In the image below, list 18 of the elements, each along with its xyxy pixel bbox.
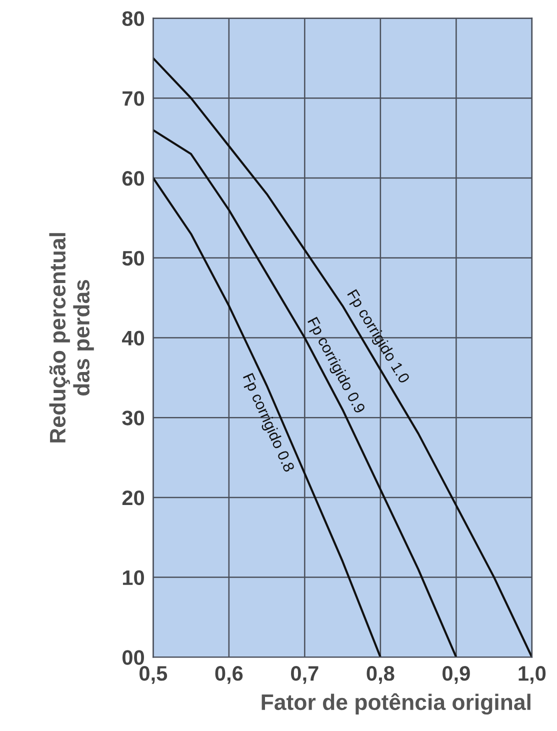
- y-tick-label: 50: [122, 250, 144, 266]
- y-tick-label: 20: [122, 490, 144, 506]
- y-tick-label: 10: [122, 570, 144, 586]
- x-tick-label: 0,8: [366, 666, 394, 684]
- x-tick-label: 0,7: [291, 666, 318, 684]
- x-tick-label: 0,6: [215, 666, 243, 684]
- x-tick-label: 0,9: [442, 666, 470, 684]
- y-tick-label: 30: [122, 410, 144, 426]
- y-tick-label: 60: [122, 171, 144, 186]
- y-axis-title: Redução percentual das perdas: [49, 233, 94, 442]
- y-tick-label: 40: [122, 330, 144, 346]
- x-tick-label: 1,0: [518, 666, 546, 684]
- line-series: [153, 129, 458, 658]
- y-tick-label: 00: [122, 650, 144, 665]
- y-tick-label: 80: [122, 11, 144, 26]
- x-tick-label: 0,5: [140, 666, 168, 684]
- x-axis-title: Fator de potência original: [262, 693, 530, 715]
- y-tick-label: 70: [122, 91, 144, 106]
